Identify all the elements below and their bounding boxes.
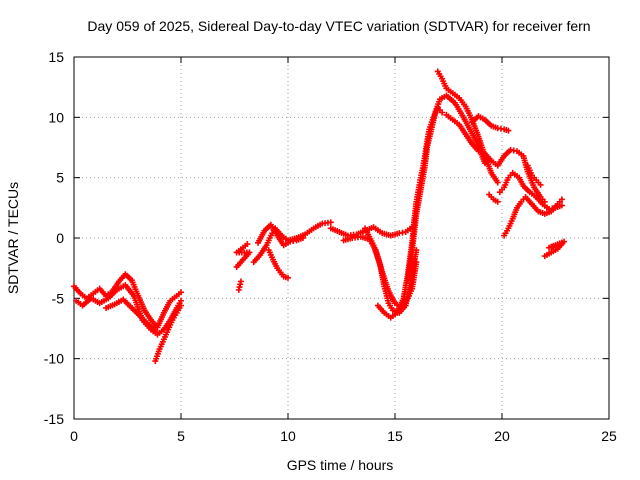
- data-points: [71, 68, 568, 365]
- data-point: [494, 198, 501, 205]
- data-point: [505, 127, 512, 134]
- data-point: [178, 302, 184, 309]
- data-point: [537, 181, 544, 188]
- data-point: [237, 278, 244, 285]
- y-tick-label: 15: [48, 49, 64, 65]
- data-point: [475, 148, 482, 155]
- data-point: [327, 219, 334, 226]
- data-point: [178, 289, 184, 296]
- y-tick-label: -10: [44, 351, 64, 367]
- y-axis-label: SDTVAR / TECUs: [5, 182, 21, 294]
- data-point: [299, 235, 306, 241]
- x-tick-label: 25: [601, 428, 617, 444]
- data-point: [558, 196, 565, 203]
- data-point: [552, 243, 559, 250]
- grid-lines: [74, 57, 609, 419]
- x-tick-label: 10: [280, 428, 296, 444]
- x-tick-label: 5: [177, 428, 185, 444]
- x-axis-label: GPS time / hours: [287, 457, 394, 473]
- x-tick-label: 0: [70, 428, 78, 444]
- data-point: [244, 241, 251, 248]
- data-point: [152, 327, 159, 334]
- data-point: [494, 179, 501, 186]
- data-point: [285, 274, 291, 281]
- y-tick-label: -5: [52, 290, 65, 306]
- chart-title: Day 059 of 2025, Sidereal Day-to-day VTE…: [87, 18, 590, 34]
- data-point: [439, 109, 446, 116]
- y-tick-label: 0: [56, 230, 64, 246]
- y-tick-label: 5: [56, 170, 64, 186]
- y-tick-label: 10: [48, 109, 64, 125]
- y-tick-label: -15: [44, 411, 64, 427]
- x-tick-label: 15: [387, 428, 403, 444]
- axis-ticks: 0 5 10 15 20 25 -15 -10 -5 0 5 10 15: [44, 49, 617, 444]
- x-tick-label: 20: [494, 428, 510, 444]
- data-point: [558, 202, 565, 209]
